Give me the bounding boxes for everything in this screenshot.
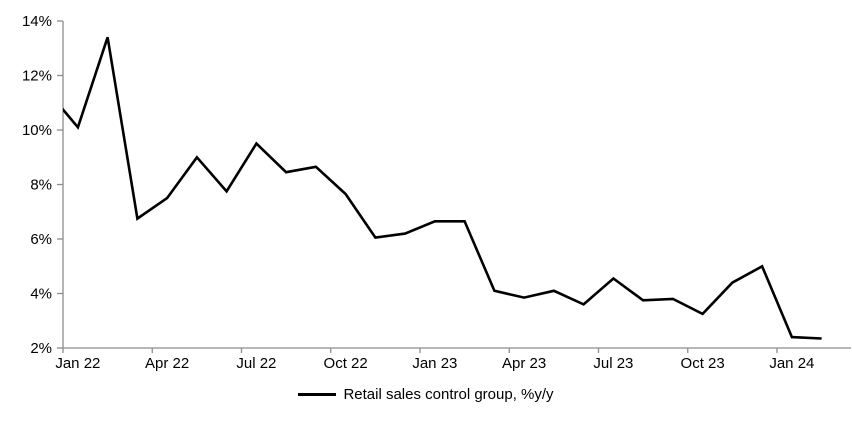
y-axis-label: 2% [30, 340, 52, 357]
x-axis-label: Jan 22 [55, 355, 100, 372]
x-axis-label: Oct 23 [681, 355, 725, 372]
y-axis-label: 14% [22, 13, 52, 30]
x-axis-label: Jul 23 [593, 355, 633, 372]
y-axis-label: 10% [22, 122, 52, 139]
y-axis-label: 4% [30, 286, 52, 303]
x-axis-label: Jan 24 [769, 355, 814, 372]
data-line-retail-sales [63, 36, 822, 340]
y-axis-label: 6% [30, 231, 52, 248]
x-axis-label: Jan 23 [412, 355, 457, 372]
y-axis-label: 8% [30, 177, 52, 194]
legend-line-swatch [298, 393, 337, 396]
x-axis-label: Oct 22 [324, 355, 368, 372]
chart-legend: Retail sales control group, %y/y [0, 386, 852, 403]
x-axis-label: Apr 23 [502, 355, 546, 372]
x-axis-label: Apr 22 [145, 355, 189, 372]
y-axis-label: 12% [22, 68, 52, 85]
x-axis-label: Jul 22 [236, 355, 276, 372]
legend-label: Retail sales control group, %y/y [343, 386, 554, 403]
